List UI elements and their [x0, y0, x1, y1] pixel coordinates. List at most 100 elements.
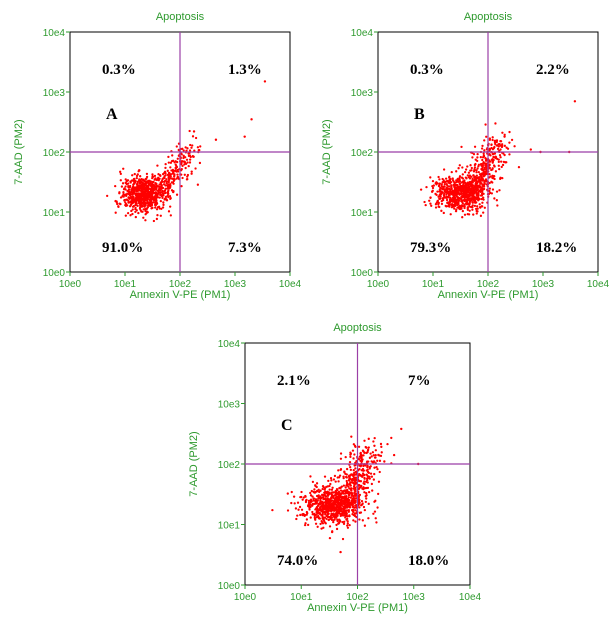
data-point — [338, 474, 342, 477]
data-point — [159, 200, 162, 203]
data-point — [181, 176, 184, 180]
data-point — [140, 199, 143, 203]
data-point — [485, 135, 488, 138]
data-point — [133, 182, 136, 185]
data-point — [342, 484, 346, 487]
data-point — [470, 175, 473, 178]
data-point — [171, 172, 174, 175]
data-point — [137, 170, 140, 173]
data-point — [339, 503, 342, 506]
data-point — [465, 200, 468, 204]
data-point — [353, 453, 356, 456]
data-point — [188, 149, 192, 152]
data-point — [459, 206, 463, 209]
data-point — [463, 198, 467, 201]
data-point — [470, 166, 473, 170]
data-point — [196, 146, 200, 149]
data-point — [169, 205, 172, 208]
data-point — [364, 464, 367, 467]
data-point — [286, 492, 289, 495]
data-point — [491, 176, 494, 180]
data-point — [370, 455, 373, 458]
data-point — [492, 159, 495, 162]
data-point — [142, 201, 145, 204]
data-point — [336, 505, 339, 509]
data-point — [361, 519, 364, 522]
data-point — [473, 199, 477, 202]
data-point — [165, 199, 169, 202]
data-point — [348, 475, 351, 478]
data-point — [501, 144, 504, 148]
data-point — [323, 516, 327, 519]
data-point — [146, 211, 149, 214]
data-point — [322, 519, 326, 523]
data-point — [456, 196, 460, 199]
data-point — [145, 190, 148, 193]
y-tick-label: 10e4 — [218, 339, 241, 350]
quadrant-lower-right-percent: 18.0% — [408, 553, 449, 569]
data-point — [473, 166, 477, 169]
x-tick-label: 10e1 — [422, 279, 445, 290]
data-point — [435, 193, 438, 196]
data-point — [145, 207, 148, 210]
data-point — [346, 522, 349, 525]
data-point — [143, 184, 146, 187]
data-point — [330, 479, 333, 482]
data-point — [476, 177, 479, 180]
data-point — [475, 185, 478, 188]
data-point — [478, 173, 482, 176]
data-point — [473, 197, 477, 200]
data-point — [347, 496, 350, 499]
data-point — [337, 469, 340, 472]
data-point — [184, 166, 187, 170]
data-point — [146, 201, 150, 204]
data-point — [335, 498, 339, 501]
y-tick-label: 10e4 — [351, 28, 374, 39]
data-point — [474, 162, 477, 166]
data-point — [508, 153, 511, 156]
data-point — [367, 490, 371, 494]
data-point — [359, 480, 363, 483]
data-point — [314, 513, 318, 517]
data-point — [345, 488, 349, 492]
data-point — [477, 165, 480, 168]
data-point — [193, 149, 196, 152]
data-point — [359, 451, 362, 455]
data-point — [143, 180, 147, 183]
data-point — [463, 186, 466, 189]
data-point — [478, 178, 482, 181]
data-point — [467, 171, 471, 174]
data-point — [478, 203, 481, 206]
data-point — [497, 145, 500, 148]
data-point — [493, 197, 496, 200]
data-point — [339, 514, 342, 518]
data-point — [182, 156, 185, 160]
data-point — [357, 445, 361, 448]
data-point — [344, 455, 347, 459]
x-tick-label: 10e0 — [59, 279, 82, 290]
data-point — [471, 177, 474, 180]
data-point — [163, 192, 166, 195]
data-point — [321, 503, 324, 506]
x-tick-label: 10e3 — [532, 279, 555, 290]
data-point — [140, 198, 143, 201]
data-point — [374, 456, 377, 459]
data-point — [453, 181, 456, 185]
data-point — [325, 517, 328, 520]
data-point — [463, 199, 466, 203]
data-point — [457, 167, 460, 170]
data-point — [376, 468, 379, 471]
data-point — [142, 191, 145, 194]
data-point — [348, 514, 351, 517]
x-tick-label: 10e4 — [459, 592, 482, 603]
data-point — [123, 199, 126, 202]
data-point — [167, 210, 171, 213]
data-point — [332, 478, 336, 481]
chart-title: Apoptosis — [333, 322, 382, 334]
data-point — [140, 183, 143, 186]
data-point — [477, 170, 480, 174]
data-point — [304, 494, 307, 498]
y-tick-label: 10e2 — [351, 148, 374, 159]
panel-letter: B — [414, 106, 425, 123]
data-point — [476, 152, 479, 156]
